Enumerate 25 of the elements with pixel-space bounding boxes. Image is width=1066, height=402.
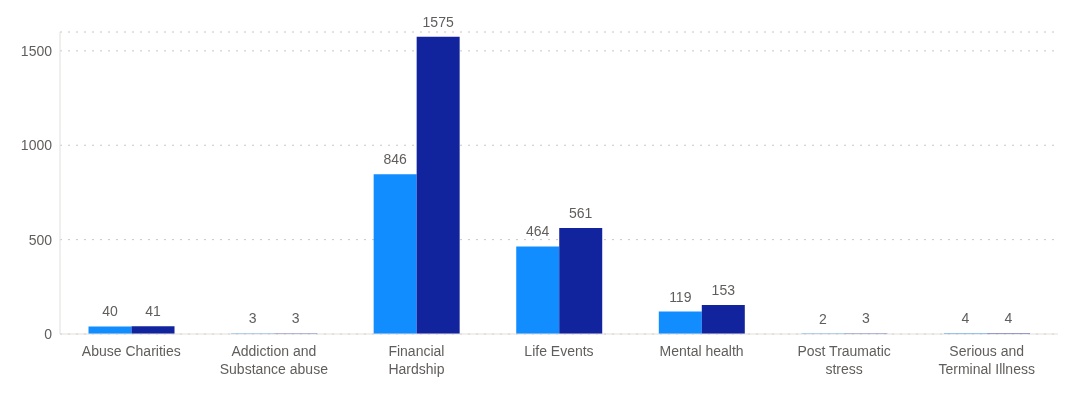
x-tick-label: Financial Hardship [388, 343, 445, 377]
x-tick-label: Life Events [524, 343, 594, 359]
x-tick-label: Mental health [659, 343, 744, 359]
data-label: 153 [711, 282, 736, 299]
data-label: 119 [669, 288, 692, 305]
data-label: 464 [526, 223, 550, 240]
data-label: 40 [102, 303, 119, 320]
data-label: 4 [1004, 310, 1013, 327]
y-tick-label: 1500 [20, 42, 53, 59]
data-label: 561 [569, 205, 593, 222]
data-label: 3 [248, 310, 257, 327]
x-tick-label: Post Traumatic stress [797, 343, 891, 377]
data-label: 4 [961, 310, 970, 327]
data-label: 3 [291, 310, 300, 327]
x-tick-label: Addiction and Substance abuse [219, 343, 329, 377]
data-label: 846 [383, 151, 408, 168]
y-tick-label: 500 [28, 231, 53, 248]
data-label: 3 [861, 310, 870, 327]
data-label: 1575 [422, 13, 454, 30]
data-label: 41 [145, 303, 162, 320]
y-tick-label: 1000 [20, 137, 53, 154]
x-tick-label: Abuse Charities [81, 343, 181, 359]
x-tick-label: Serious and Terminal Illness [938, 343, 1035, 377]
data-label: 2 [818, 310, 827, 327]
y-tick-label: 0 [44, 325, 53, 342]
